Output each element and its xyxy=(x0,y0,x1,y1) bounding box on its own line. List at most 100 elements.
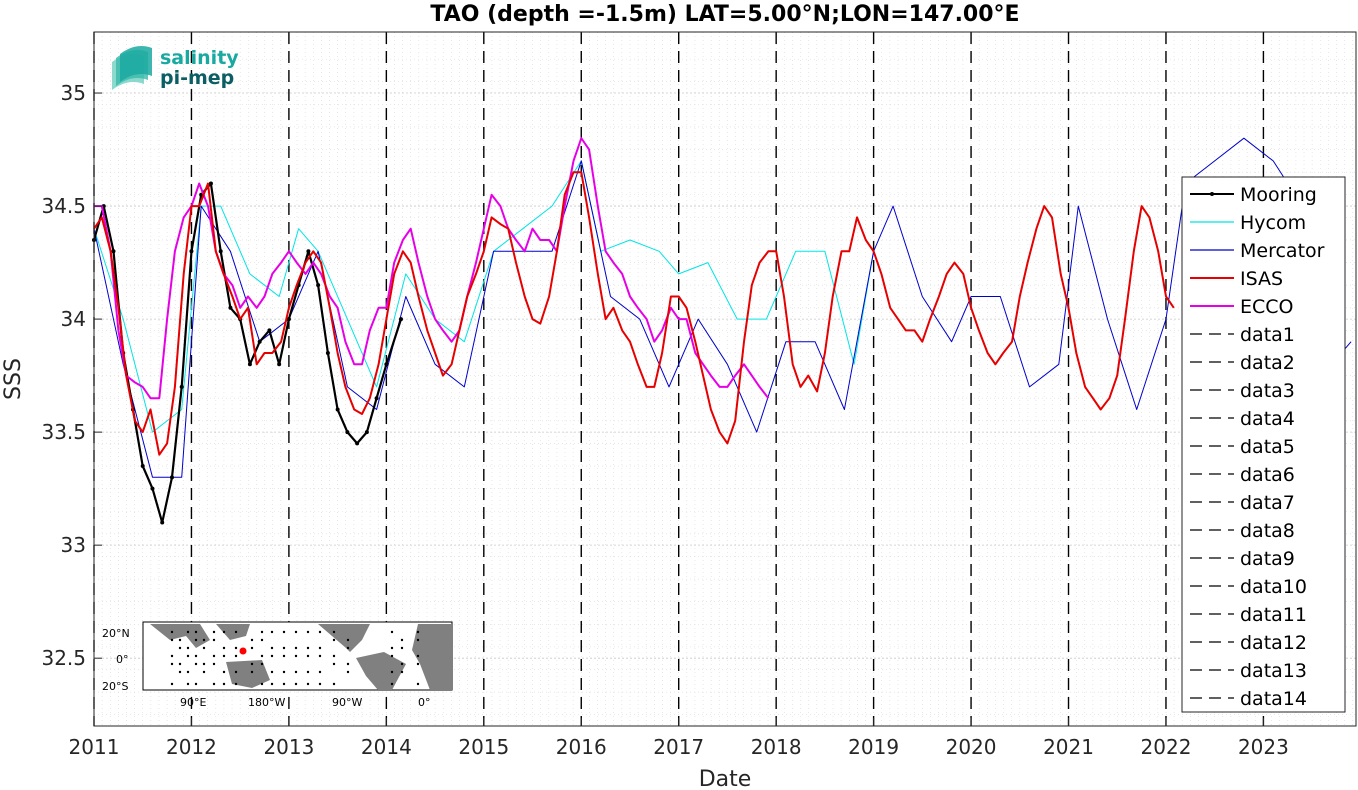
array-dot xyxy=(222,646,226,650)
mooring-point xyxy=(228,305,233,310)
array-dot xyxy=(282,654,286,658)
legend-label: data10 xyxy=(1240,576,1307,598)
array-dot xyxy=(306,630,310,634)
array-dot xyxy=(282,646,286,650)
x-tick-label: 2015 xyxy=(458,735,509,759)
year-dashed-lines xyxy=(93,32,1265,726)
mooring-point xyxy=(150,486,155,491)
salinity-pi-mep-logo: salinity pi-mep xyxy=(112,46,239,90)
mooring-point xyxy=(160,520,165,525)
x-tick-label: 2020 xyxy=(946,735,997,759)
array-dot xyxy=(294,682,298,686)
legend-label: Mooring xyxy=(1240,184,1317,206)
logo-text-salinity: salinity xyxy=(160,47,239,69)
array-dot xyxy=(186,630,190,634)
array-dot xyxy=(234,646,238,650)
x-tick-label: 2019 xyxy=(848,735,899,759)
series-line-hycom xyxy=(93,160,875,433)
array-dot xyxy=(318,670,322,674)
array-dot xyxy=(186,646,190,650)
inset-lon-label-90w: 90°W xyxy=(332,696,362,709)
x-tick-label: 2017 xyxy=(653,735,704,759)
array-dot xyxy=(270,670,274,674)
array-dot xyxy=(332,638,336,642)
mooring-point xyxy=(398,317,403,322)
array-dot xyxy=(270,646,274,650)
array-dot xyxy=(416,654,420,658)
array-dot xyxy=(294,630,298,634)
array-dot xyxy=(178,646,182,650)
series-line-mercator xyxy=(93,137,1352,478)
array-dot xyxy=(294,670,298,674)
inset-lon-label-0: 0° xyxy=(418,696,431,709)
array-dot xyxy=(250,662,254,666)
array-dot xyxy=(260,630,264,634)
array-dot xyxy=(390,646,394,650)
array-dot xyxy=(282,630,286,634)
y-axis-label: SSS xyxy=(1,358,26,400)
array-dot xyxy=(222,682,226,686)
inset-lat-label-0: 0° xyxy=(116,653,129,666)
array-dot xyxy=(234,630,238,634)
axes xyxy=(93,31,1357,727)
array-dot xyxy=(186,670,190,674)
array-dot xyxy=(194,682,198,686)
mooring-point xyxy=(364,430,369,435)
mooring-point xyxy=(345,430,350,435)
mooring-point xyxy=(306,249,311,254)
inset-lon-label-180w: 180°W xyxy=(248,696,285,709)
series-line-ecco xyxy=(94,137,770,400)
array-dot xyxy=(212,638,216,642)
mooring-point xyxy=(325,351,330,356)
array-dot xyxy=(170,654,174,658)
legend-label: data3 xyxy=(1240,380,1295,402)
legend-label: ISAS xyxy=(1240,268,1283,290)
array-dot xyxy=(202,662,206,666)
mooring-point xyxy=(355,441,360,446)
array-dot xyxy=(332,654,336,658)
array-dot xyxy=(170,630,174,634)
mooring-point xyxy=(179,384,184,389)
chart-title: TAO (depth =-1.5m) LAT=5.00°N;LON=147.00… xyxy=(430,2,1019,27)
mooring-point xyxy=(286,317,291,322)
mooring-point xyxy=(316,283,321,288)
array-dot xyxy=(170,638,174,642)
array-dot xyxy=(234,670,238,674)
array-dot xyxy=(250,670,254,674)
x-tick-label: 2022 xyxy=(1141,735,1192,759)
africa-landmass xyxy=(412,624,452,690)
array-dot xyxy=(202,646,206,650)
array-dot xyxy=(212,662,216,666)
array-dot xyxy=(178,638,182,642)
array-dot xyxy=(332,682,336,686)
mooring-point xyxy=(218,249,223,254)
array-dot xyxy=(260,638,264,642)
inset-lat-label-20s: 20°S xyxy=(102,680,128,693)
y-tick-label: 32.5 xyxy=(41,646,86,670)
array-dot xyxy=(250,646,254,650)
legend-label: data6 xyxy=(1240,464,1295,486)
array-dot xyxy=(306,682,310,686)
array-dot xyxy=(260,654,264,658)
x-tick-label: 2023 xyxy=(1238,735,1289,759)
array-dot xyxy=(212,682,216,686)
y-tick-label: 35 xyxy=(61,81,86,105)
array-dot xyxy=(194,654,198,658)
array-dot xyxy=(346,646,350,650)
x-tick-label: 2018 xyxy=(751,735,802,759)
array-dot xyxy=(178,670,182,674)
array-dot xyxy=(222,654,226,658)
mooring-point xyxy=(189,249,194,254)
array-dot xyxy=(270,630,274,634)
array-dot xyxy=(178,662,182,666)
legend-box xyxy=(1181,176,1346,713)
mooring-point xyxy=(140,464,145,469)
series-line-isas xyxy=(93,171,1175,456)
array-dot xyxy=(390,682,394,686)
x-axis-label: Date xyxy=(699,767,752,790)
east-asia-landmass xyxy=(216,624,250,640)
axes-box xyxy=(93,31,1357,727)
location-inset-map: 20°N 0° 20°S 90°E 180°W 90°W 0° xyxy=(102,621,453,709)
mooring-point xyxy=(247,362,252,367)
